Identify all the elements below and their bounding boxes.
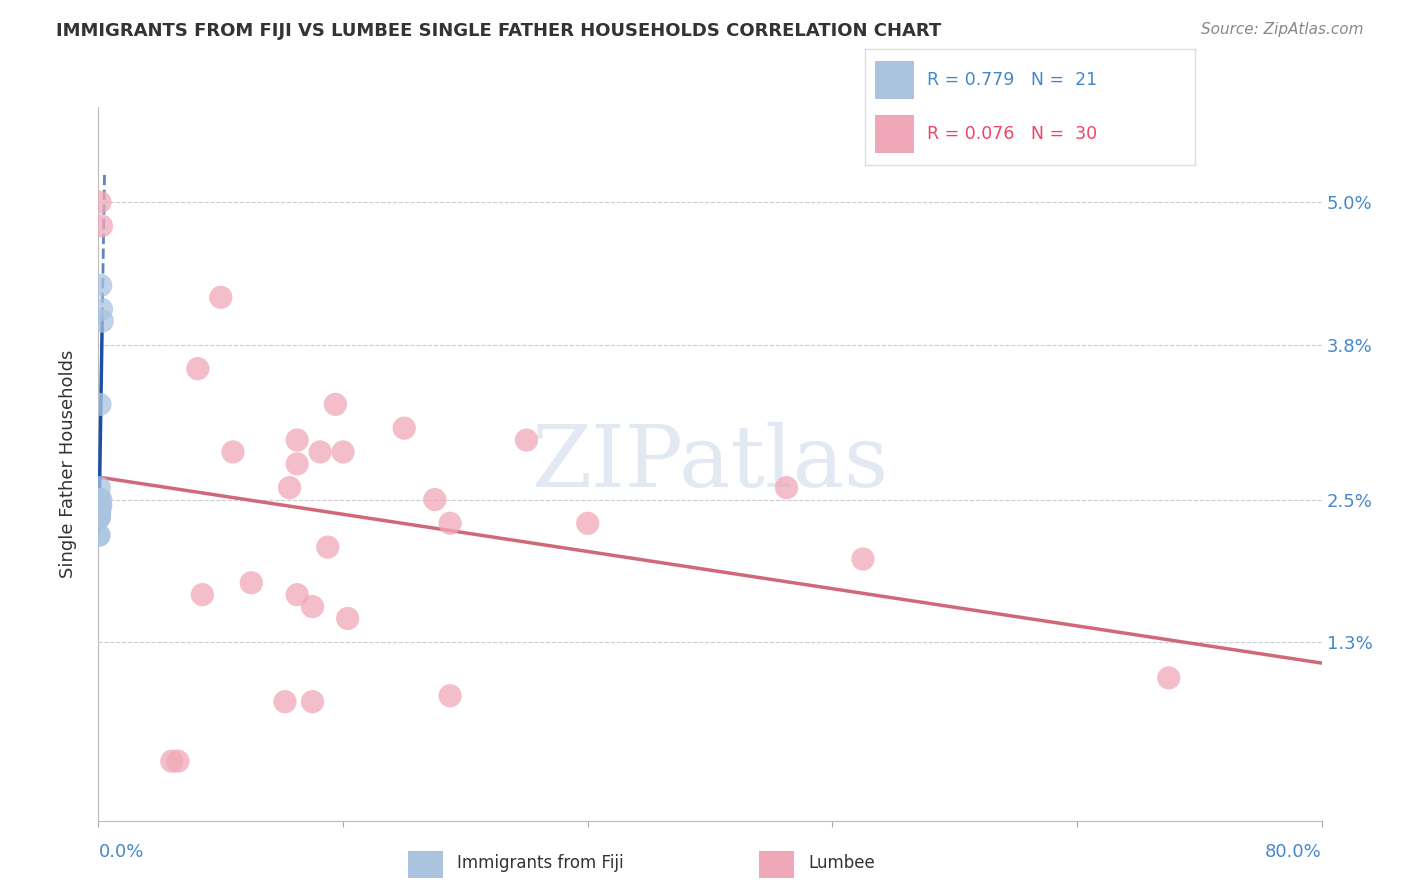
- Point: [423, 492, 446, 507]
- Point: [332, 445, 354, 459]
- Point: [89, 510, 111, 524]
- Point: [392, 421, 416, 435]
- Bar: [759, 851, 794, 878]
- Point: [90, 219, 112, 233]
- Point: [278, 481, 301, 495]
- Point: [1157, 671, 1180, 685]
- Point: [87, 528, 110, 542]
- Point: [301, 695, 323, 709]
- Point: [91, 314, 114, 328]
- Point: [89, 504, 111, 518]
- Bar: [875, 61, 914, 99]
- Point: [89, 481, 111, 495]
- Point: [87, 510, 110, 524]
- Point: [240, 575, 263, 590]
- Point: [87, 510, 110, 524]
- Text: Source: ZipAtlas.com: Source: ZipAtlas.com: [1201, 22, 1364, 37]
- Point: [336, 611, 359, 625]
- Point: [167, 754, 190, 768]
- Point: [160, 754, 183, 768]
- Point: [439, 689, 461, 703]
- Point: [89, 504, 111, 518]
- Point: [274, 695, 297, 709]
- Text: 80.0%: 80.0%: [1265, 843, 1322, 861]
- Point: [316, 540, 339, 554]
- Point: [87, 504, 110, 518]
- Text: R = 0.076   N =  30: R = 0.076 N = 30: [928, 125, 1098, 144]
- Point: [309, 445, 332, 459]
- Point: [209, 290, 232, 304]
- Point: [285, 457, 308, 471]
- Point: [325, 397, 347, 411]
- Y-axis label: Single Father Households: Single Father Households: [59, 350, 77, 578]
- Text: IMMIGRANTS FROM FIJI VS LUMBEE SINGLE FATHER HOUSEHOLDS CORRELATION CHART: IMMIGRANTS FROM FIJI VS LUMBEE SINGLE FA…: [56, 22, 942, 40]
- Point: [222, 445, 245, 459]
- Point: [285, 433, 308, 447]
- Point: [285, 588, 308, 602]
- Point: [89, 492, 111, 507]
- Point: [90, 278, 112, 293]
- Point: [87, 528, 110, 542]
- Point: [90, 302, 112, 317]
- Text: Immigrants from Fiji: Immigrants from Fiji: [457, 854, 624, 872]
- Point: [775, 481, 797, 495]
- Point: [187, 361, 209, 376]
- Point: [90, 499, 112, 513]
- Text: 0.0%: 0.0%: [98, 843, 143, 861]
- Text: ZIPatlas: ZIPatlas: [531, 422, 889, 506]
- Point: [89, 499, 111, 513]
- Point: [439, 516, 461, 531]
- Bar: [408, 851, 443, 878]
- Text: R = 0.779   N =  21: R = 0.779 N = 21: [928, 70, 1098, 89]
- Text: Lumbee: Lumbee: [808, 854, 875, 872]
- Point: [516, 433, 538, 447]
- Point: [90, 492, 112, 507]
- Point: [89, 397, 111, 411]
- Point: [852, 552, 875, 566]
- Point: [89, 504, 111, 518]
- Point: [191, 588, 214, 602]
- Point: [87, 510, 110, 524]
- Point: [89, 492, 111, 507]
- Point: [301, 599, 323, 614]
- Bar: [875, 115, 914, 153]
- Point: [89, 510, 111, 524]
- Point: [89, 195, 111, 210]
- Point: [576, 516, 599, 531]
